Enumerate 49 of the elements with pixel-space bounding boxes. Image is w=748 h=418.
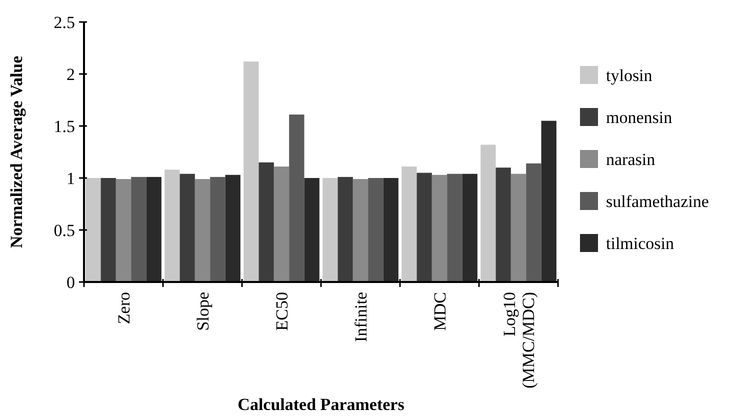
x-axis-title: Calculated Parameters bbox=[238, 395, 405, 414]
bar bbox=[194, 179, 210, 282]
legend-label: tylosin bbox=[606, 66, 653, 85]
bar bbox=[116, 179, 132, 282]
y-tick-label: 1 bbox=[66, 168, 75, 188]
bar bbox=[289, 114, 304, 282]
bar bbox=[338, 176, 353, 282]
x-tick-label: Slope bbox=[193, 292, 212, 331]
bar bbox=[368, 178, 384, 282]
bar bbox=[496, 168, 511, 282]
bar bbox=[274, 166, 290, 282]
x-tick-label: Log10 (MMC/MDC) bbox=[500, 292, 538, 388]
bar bbox=[164, 170, 180, 282]
bar bbox=[244, 62, 259, 282]
bar bbox=[304, 178, 320, 282]
bar bbox=[258, 162, 274, 282]
bar bbox=[210, 176, 226, 282]
bar bbox=[541, 120, 556, 282]
bar bbox=[86, 178, 101, 282]
bar bbox=[100, 178, 116, 282]
bar bbox=[416, 172, 432, 282]
bar bbox=[225, 174, 240, 282]
legend-label: tilmicosin bbox=[606, 234, 674, 253]
bar bbox=[402, 166, 417, 282]
y-tick-label: 1.5 bbox=[54, 116, 75, 136]
legend-label: narasin bbox=[606, 150, 656, 169]
y-axis-title: Normalized Average Value bbox=[7, 55, 26, 248]
legend-label: sulfamethazine bbox=[606, 192, 709, 211]
bar bbox=[352, 179, 368, 282]
y-tick-label: 0 bbox=[66, 272, 75, 292]
y-tick-label: 2 bbox=[66, 64, 75, 84]
bar bbox=[322, 178, 338, 282]
bar bbox=[146, 176, 162, 282]
x-tick-label: Zero bbox=[114, 292, 134, 324]
y-tick-label: 0.5 bbox=[54, 220, 75, 240]
bar bbox=[510, 174, 526, 282]
bar bbox=[462, 174, 478, 282]
x-tick-label: Infinite bbox=[351, 292, 370, 342]
bar bbox=[432, 174, 448, 282]
bar bbox=[447, 174, 462, 282]
x-tick-label: MDC bbox=[430, 292, 450, 331]
bar bbox=[180, 174, 195, 282]
x-tick-label: EC50 bbox=[272, 292, 292, 331]
bar bbox=[526, 163, 542, 282]
y-tick-label: 2.5 bbox=[54, 12, 75, 32]
bar bbox=[383, 178, 398, 282]
legend-label: monensin bbox=[606, 108, 673, 127]
bar bbox=[480, 144, 496, 282]
bar bbox=[131, 176, 146, 282]
